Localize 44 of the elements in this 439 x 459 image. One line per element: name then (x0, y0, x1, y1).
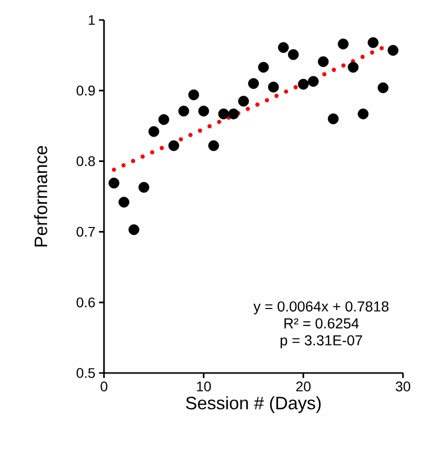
x-tick-label: 10 (196, 382, 211, 392)
annotation: R² = 0.6254 (284, 318, 359, 329)
point (108, 178, 120, 188)
point (338, 38, 349, 50)
y-tick-label: 0.8 (76, 156, 95, 166)
point (328, 113, 339, 124)
point (358, 108, 369, 120)
point (168, 140, 180, 152)
point (188, 89, 200, 100)
x-tick-label: 30 (396, 382, 410, 392)
point (198, 106, 210, 116)
point (278, 42, 289, 53)
y-tick-label: 0.9 (76, 86, 95, 96)
y-tick-label: 0.6 (76, 297, 95, 308)
point (208, 140, 220, 152)
point (248, 78, 259, 89)
annotation: y = 0.0064x + 0.7818 (253, 301, 388, 314)
point (128, 224, 140, 236)
point (258, 62, 269, 73)
point (178, 106, 190, 116)
point (288, 49, 299, 60)
point (268, 82, 279, 92)
point (158, 114, 170, 125)
point (388, 44, 398, 56)
annotation: p = 3.31E-07 (280, 335, 362, 348)
x-tick-label: 20 (296, 382, 311, 392)
point (138, 182, 150, 193)
point (298, 78, 309, 90)
point (238, 96, 249, 107)
y-tick-label: 0.5 (76, 368, 95, 378)
point (218, 108, 229, 120)
point (368, 37, 378, 48)
x-tick-label: 0 (100, 382, 108, 392)
point (378, 82, 388, 94)
point (118, 196, 130, 208)
point (308, 76, 319, 87)
point (318, 56, 329, 68)
x-axis-title: Session # (Days) (186, 396, 321, 413)
point (148, 126, 160, 137)
y-axis-title: Performance (34, 146, 48, 246)
point (228, 108, 239, 120)
point (348, 62, 359, 73)
y-tick-label: 1 (88, 15, 95, 25)
y-tick-label: 0.7 (76, 226, 95, 237)
